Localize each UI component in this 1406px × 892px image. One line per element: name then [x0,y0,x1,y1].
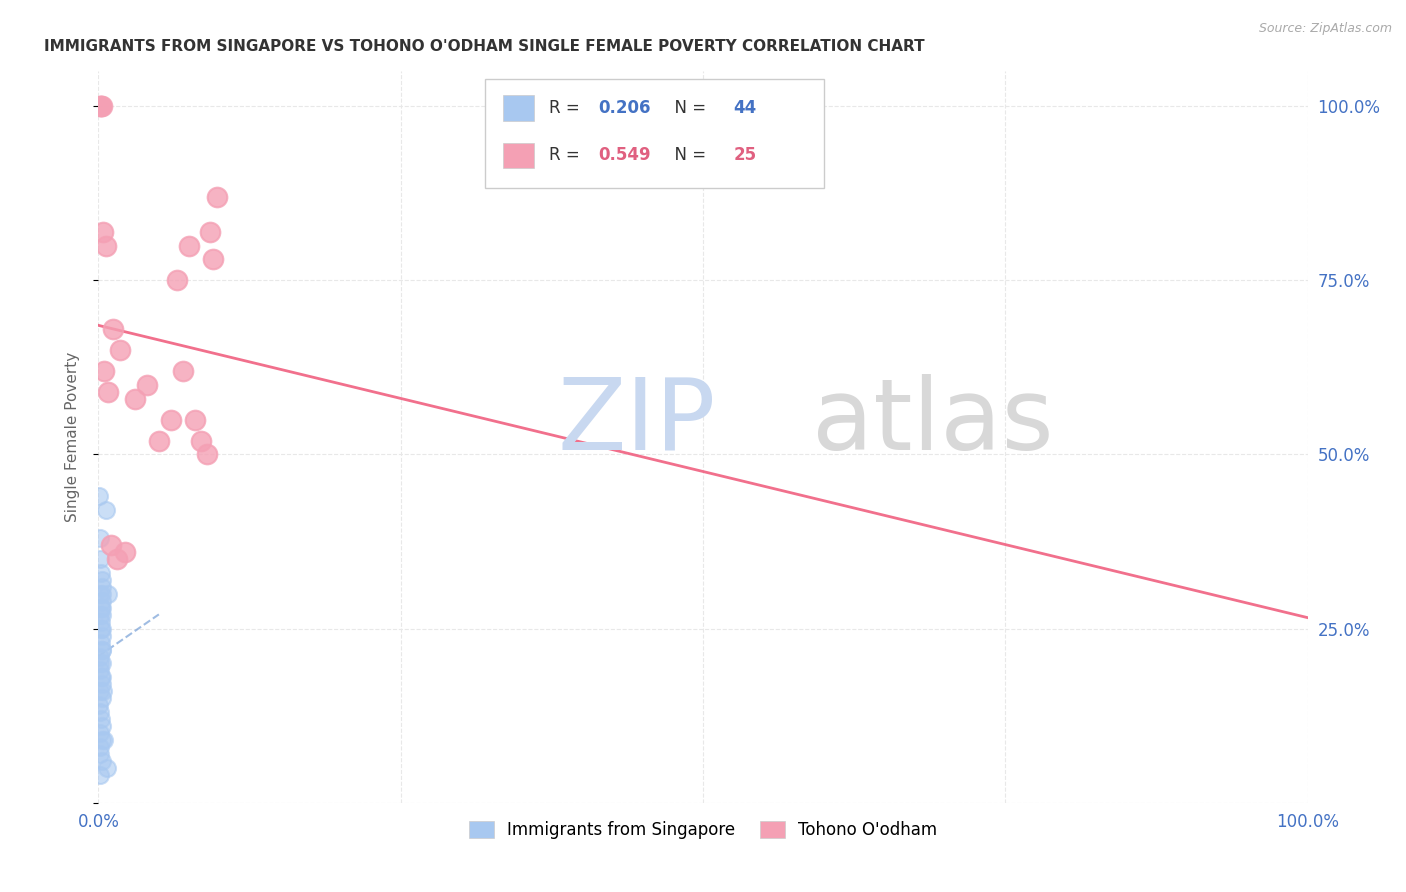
Point [91,642,114,657]
Point [89,552,111,566]
Point [89,698,111,713]
Legend: Immigrants from Singapore, Tohono O'odham: Immigrants from Singapore, Tohono O'odha… [463,814,943,846]
Point [91,600,114,615]
Point [124,392,146,406]
Point [91,754,114,768]
Text: 0.549: 0.549 [598,146,651,164]
Point [90,635,112,649]
Bar [503,143,534,169]
Point [91,622,114,636]
Point [100,538,122,552]
Point [135,377,157,392]
Point [195,448,218,462]
Point [105,552,128,566]
Point [91,657,114,671]
Point [89,726,111,740]
Point [93,733,115,747]
Point [90,622,112,636]
Point [205,190,228,204]
Text: 25: 25 [734,146,756,164]
FancyBboxPatch shape [485,78,824,188]
Point [89,740,111,755]
Text: 0.206: 0.206 [598,99,651,117]
Point [172,364,194,378]
Point [108,343,131,357]
Point [89,664,111,678]
Point [190,434,212,448]
Text: N =: N = [664,99,711,117]
Point [91,684,114,698]
Point [202,252,225,267]
Point [91,607,114,622]
Point [91,691,114,706]
Point [89,531,111,545]
Point [91,677,114,691]
Point [179,238,201,252]
Point [160,412,183,426]
Point [90,99,112,113]
Point [93,364,115,378]
Point [94,503,117,517]
Point [91,587,114,601]
Point [91,629,114,643]
Text: Source: ZipAtlas.com: Source: ZipAtlas.com [1258,22,1392,36]
Point [114,545,136,559]
Point [89,768,111,782]
Point [87,489,110,503]
Text: R =: R = [550,99,585,117]
Point [89,747,111,761]
Point [91,733,114,747]
Point [91,594,114,608]
Bar [503,95,534,120]
Point [91,225,114,239]
Point [90,615,112,629]
Point [91,642,114,657]
Point [97,587,120,601]
Point [89,99,111,113]
Point [91,573,114,587]
Point [101,322,124,336]
Point [97,384,120,399]
Point [148,434,170,448]
Y-axis label: Single Female Poverty: Single Female Poverty [65,352,80,522]
Point [89,657,111,671]
Point [89,649,111,664]
Point [166,273,188,287]
Point [91,580,114,594]
Point [89,684,111,698]
Text: atlas: atlas [811,374,1053,471]
Point [90,670,112,684]
Point [90,600,112,615]
Point [91,719,114,733]
Point [89,705,111,719]
Point [96,761,118,775]
Point [184,412,207,426]
Point [198,225,221,239]
Text: N =: N = [664,146,711,164]
Point [89,587,111,601]
Point [94,238,117,252]
Text: R =: R = [550,146,585,164]
Point [91,670,114,684]
Point [89,607,111,622]
Point [90,712,112,726]
Point [91,99,114,113]
Text: ZIP: ZIP [558,374,716,471]
Point [90,566,112,580]
Text: IMMIGRANTS FROM SINGAPORE VS TOHONO O'ODHAM SINGLE FEMALE POVERTY CORRELATION CH: IMMIGRANTS FROM SINGAPORE VS TOHONO O'OD… [44,38,925,54]
Text: 44: 44 [734,99,756,117]
